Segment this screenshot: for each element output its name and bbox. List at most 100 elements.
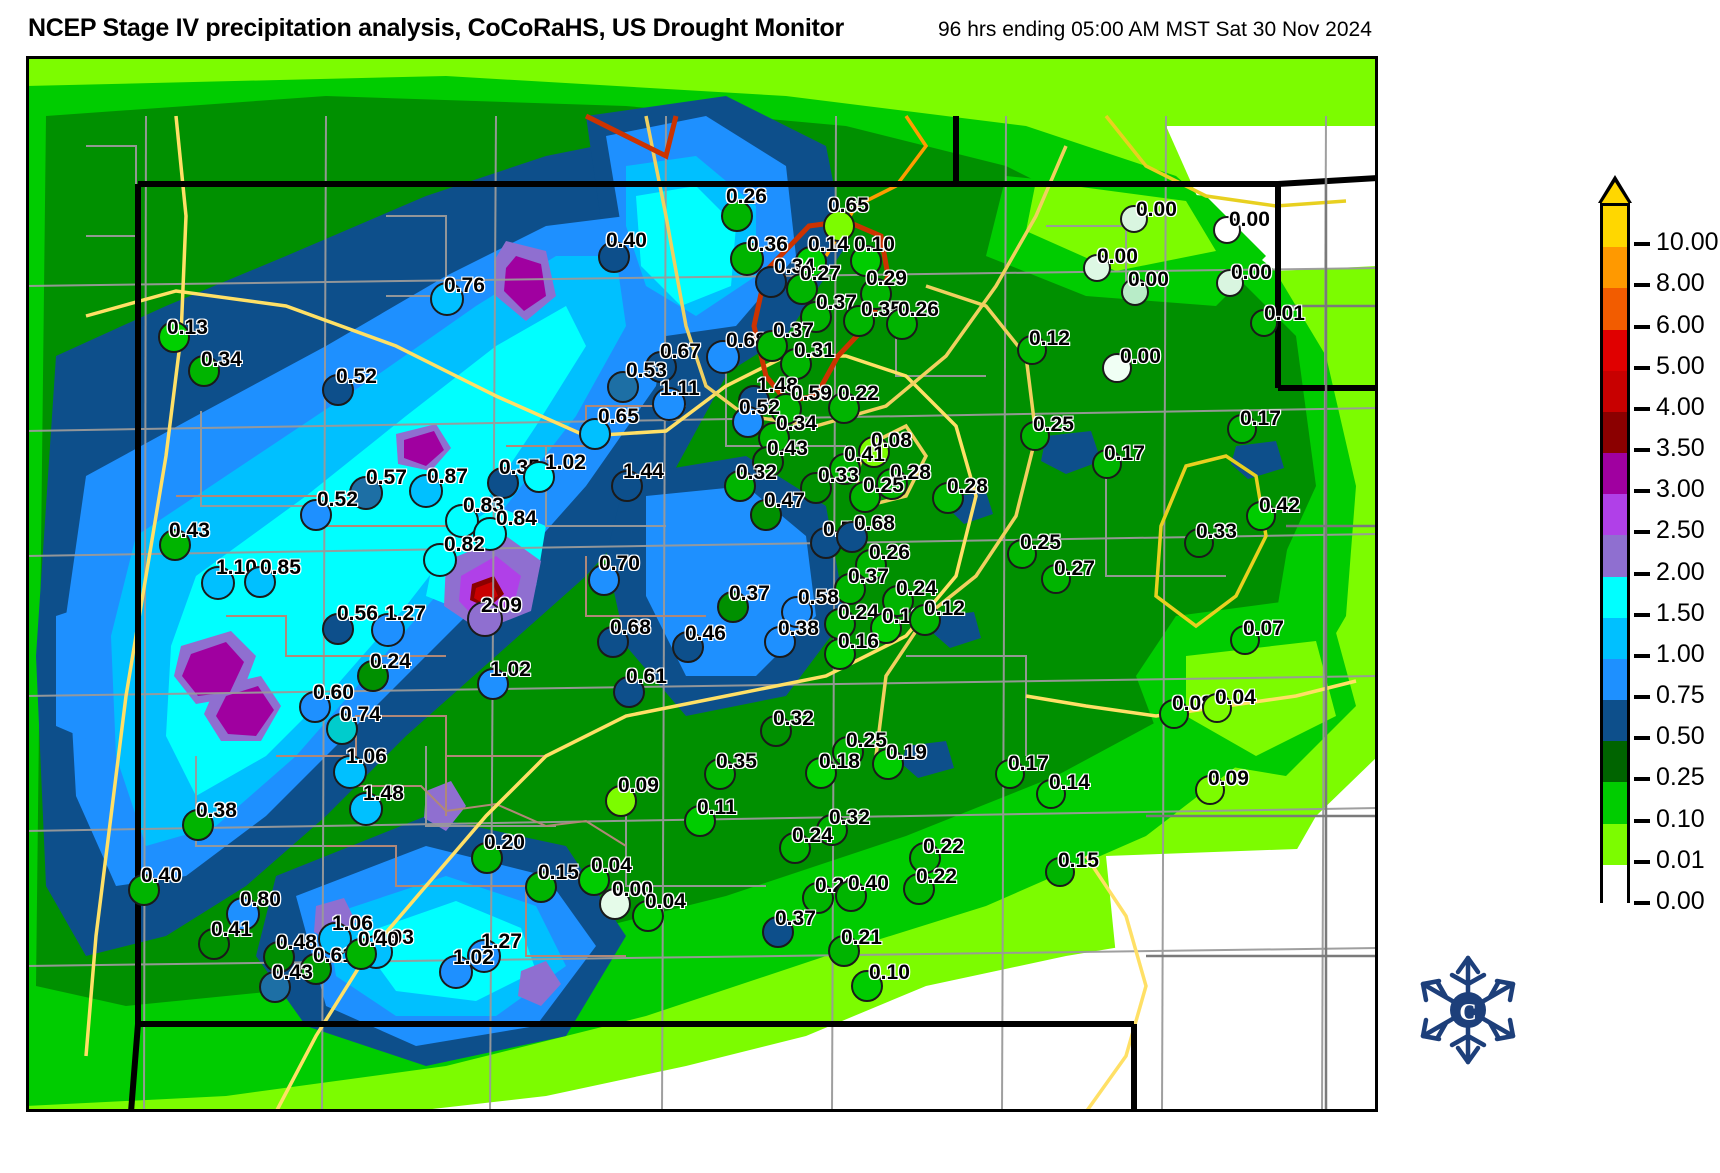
station-marker-circle[interactable] <box>721 200 753 232</box>
station-marker-circle[interactable] <box>843 305 875 337</box>
station-marker-circle[interactable] <box>786 273 818 305</box>
station-marker-circle[interactable] <box>770 393 802 425</box>
station-marker-circle[interactable] <box>333 755 367 789</box>
station-marker-circle[interactable] <box>409 474 443 508</box>
station-marker-circle[interactable] <box>1092 449 1122 479</box>
station-marker-circle[interactable] <box>829 453 861 485</box>
station-marker-circle[interactable] <box>182 809 214 841</box>
station-marker-circle[interactable] <box>795 246 827 278</box>
station-marker-circle[interactable] <box>832 736 864 768</box>
station-marker-circle[interactable] <box>467 939 501 973</box>
station-marker-circle[interactable] <box>357 660 389 692</box>
station-marker-circle[interactable] <box>605 785 637 817</box>
station-marker-circle[interactable] <box>850 245 882 277</box>
station-marker-circle[interactable] <box>780 348 812 380</box>
station-marker-circle[interactable] <box>244 566 276 598</box>
station-marker-circle[interactable] <box>1246 501 1276 531</box>
station-marker-circle[interactable] <box>672 631 704 663</box>
station-marker-circle[interactable] <box>1213 216 1241 244</box>
station-marker-circle[interactable] <box>752 446 784 478</box>
station-marker-circle[interactable] <box>995 759 1025 789</box>
station-marker-circle[interactable] <box>1041 564 1071 594</box>
station-marker-circle[interactable] <box>932 482 964 514</box>
station-marker-circle[interactable] <box>717 591 749 623</box>
station-marker-circle[interactable] <box>1020 421 1050 451</box>
station-marker-circle[interactable] <box>800 301 832 333</box>
station-marker-circle[interactable] <box>1227 414 1257 444</box>
station-marker-circle[interactable] <box>588 564 620 596</box>
station-marker-circle[interactable] <box>611 470 643 502</box>
station-marker-circle[interactable] <box>1250 309 1278 337</box>
station-marker-circle[interactable] <box>345 938 377 970</box>
station-marker-circle[interactable] <box>1121 278 1149 306</box>
station-marker-circle[interactable] <box>349 476 383 510</box>
station-marker-circle[interactable] <box>823 210 855 242</box>
station-marker-circle[interactable] <box>851 970 883 1002</box>
station-marker-circle[interactable] <box>706 340 740 374</box>
station-marker-circle[interactable] <box>439 955 473 989</box>
station-marker-circle[interactable] <box>704 758 736 790</box>
station-marker-circle[interactable] <box>828 935 860 967</box>
station-marker-circle[interactable] <box>326 713 358 745</box>
station-marker-circle[interactable] <box>1230 625 1260 655</box>
station-marker-circle[interactable] <box>322 613 354 645</box>
station-marker-circle[interactable] <box>299 691 331 723</box>
station-marker-circle[interactable] <box>750 499 782 531</box>
station-marker-circle[interactable] <box>1184 528 1214 558</box>
station-marker-circle[interactable] <box>201 566 235 600</box>
station-marker-circle[interactable] <box>579 418 611 450</box>
station-marker-circle[interactable] <box>597 626 629 658</box>
station-marker-circle[interactable] <box>836 521 868 553</box>
station-marker-circle[interactable] <box>599 888 631 920</box>
station-marker-circle[interactable] <box>1045 857 1075 887</box>
station-marker-circle[interactable] <box>802 882 834 914</box>
station-marker-circle[interactable] <box>1017 335 1047 365</box>
station-marker-circle[interactable] <box>523 461 555 493</box>
station-marker-circle[interactable] <box>188 355 220 387</box>
station-marker-circle[interactable] <box>473 517 507 551</box>
station-marker-circle[interactable] <box>159 529 191 561</box>
station-marker-circle[interactable] <box>467 601 503 637</box>
station-marker-circle[interactable] <box>349 792 383 826</box>
station-marker-circle[interactable] <box>300 499 332 531</box>
station-marker-circle[interactable] <box>855 549 887 581</box>
station-marker-circle[interactable] <box>607 371 639 403</box>
station-marker-circle[interactable] <box>598 241 630 273</box>
station-marker-circle[interactable] <box>684 805 716 837</box>
station-marker-circle[interactable] <box>816 814 848 846</box>
station-marker-circle[interactable] <box>1159 699 1189 729</box>
station-marker-circle[interactable] <box>1102 353 1132 383</box>
station-marker-circle[interactable] <box>870 612 902 644</box>
station-marker-circle[interactable] <box>632 900 664 932</box>
station-marker-circle[interactable] <box>876 468 908 500</box>
station-marker-circle[interactable] <box>835 880 867 912</box>
station-marker-circle[interactable] <box>760 715 792 747</box>
station-marker-circle[interactable] <box>613 676 645 708</box>
station-marker-circle[interactable] <box>198 928 230 960</box>
station-marker-circle[interactable] <box>724 470 756 502</box>
station-marker-circle[interactable] <box>764 626 796 658</box>
station-marker-circle[interactable] <box>525 871 557 903</box>
station-marker-circle[interactable] <box>781 596 813 628</box>
station-marker-circle[interactable] <box>430 282 464 316</box>
station-marker-circle[interactable] <box>886 308 918 340</box>
station-marker-circle[interactable] <box>1007 539 1037 569</box>
station-marker-circle[interactable] <box>487 467 519 499</box>
precipitation-map[interactable]: 0.26 0.65 0.00 0.00 0.40 0.36 0.14 0.10 0.00 0.00… <box>26 56 1378 1112</box>
station-marker-circle[interactable] <box>858 436 890 468</box>
station-marker-circle[interactable] <box>1216 269 1244 297</box>
station-marker-circle[interactable] <box>779 832 811 864</box>
station-marker-circle[interactable] <box>226 897 260 931</box>
station-marker-circle[interactable] <box>652 387 686 421</box>
station-marker-circle[interactable] <box>805 757 837 789</box>
station-marker-circle[interactable] <box>860 278 892 310</box>
station-marker-circle[interactable] <box>872 748 904 780</box>
station-marker-circle[interactable] <box>1083 254 1111 282</box>
station-marker-circle[interactable] <box>909 842 941 874</box>
station-marker-circle[interactable] <box>263 941 295 973</box>
station-marker-circle[interactable] <box>828 392 860 424</box>
station-marker-circle[interactable] <box>322 374 354 406</box>
station-marker-circle[interactable] <box>762 916 794 948</box>
station-marker-circle[interactable] <box>909 604 941 636</box>
station-marker-circle[interactable] <box>882 585 914 617</box>
